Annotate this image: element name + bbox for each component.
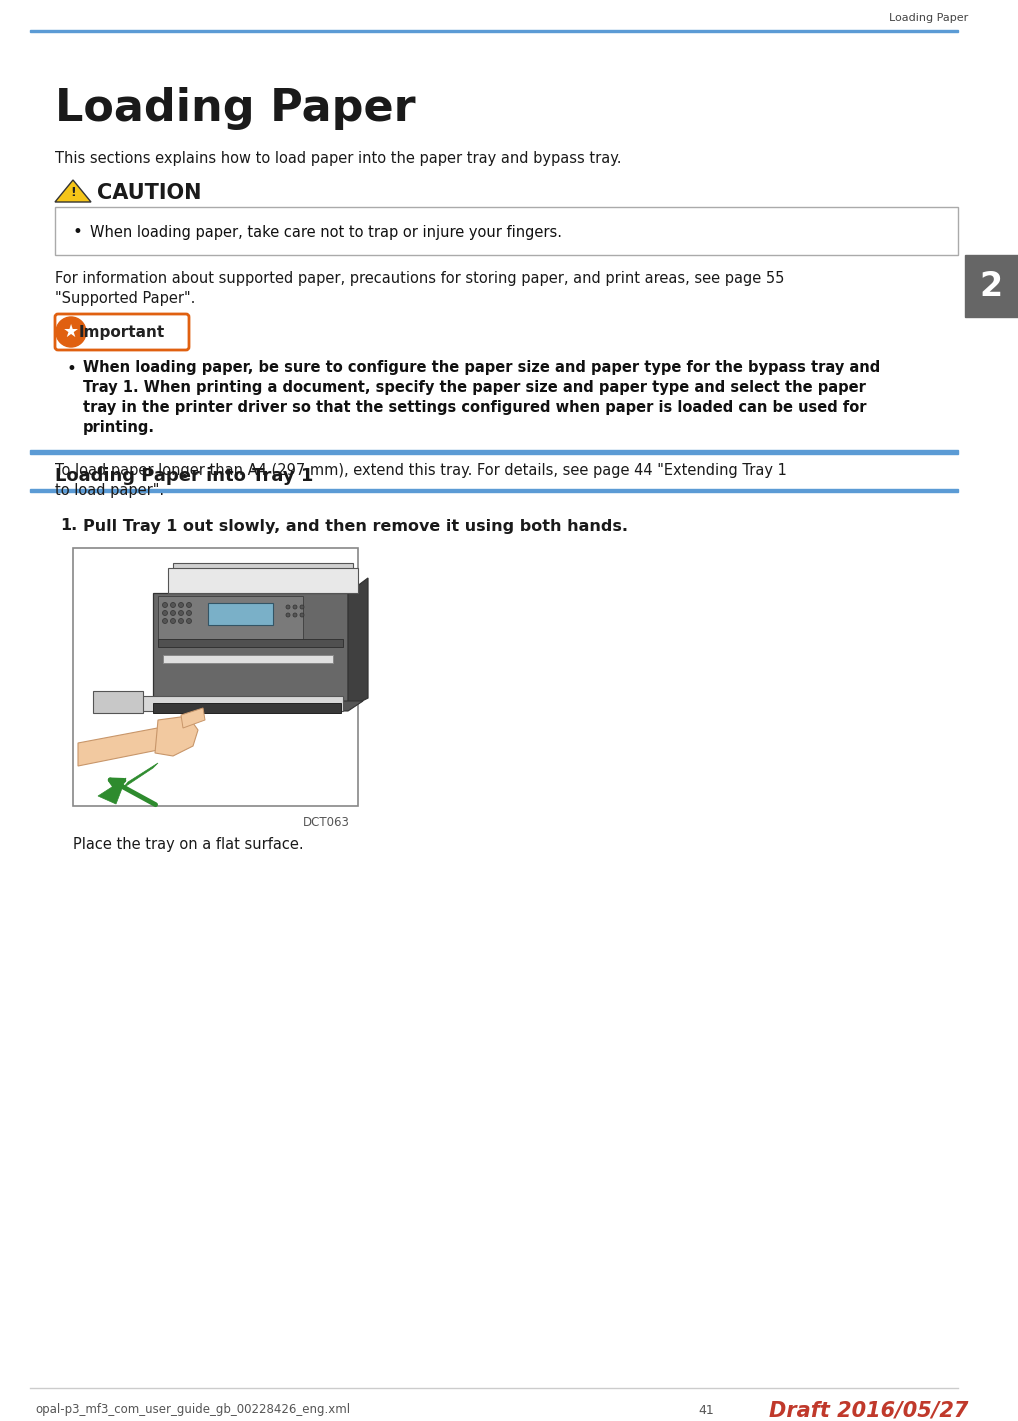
Polygon shape <box>163 655 333 664</box>
Bar <box>30 450 958 453</box>
Bar <box>158 639 343 647</box>
Circle shape <box>186 603 191 608</box>
Polygon shape <box>168 568 358 593</box>
Polygon shape <box>55 180 91 202</box>
Text: To load paper longer than A4 (297 mm), extend this tray. For details, see page 4: To load paper longer than A4 (297 mm), e… <box>55 462 787 477</box>
Circle shape <box>163 611 168 615</box>
Bar <box>73 549 358 806</box>
Text: ★: ★ <box>63 323 79 341</box>
Bar <box>30 30 958 33</box>
Text: tray in the printer driver so that the settings configured when paper is loaded : tray in the printer driver so that the s… <box>83 399 866 415</box>
Text: •: • <box>73 223 82 242</box>
Text: "Supported Paper".: "Supported Paper". <box>55 290 195 306</box>
Circle shape <box>163 618 168 624</box>
Text: Tray 1. When printing a document, specify the paper size and paper type and sele: Tray 1. When printing a document, specif… <box>83 379 866 395</box>
Polygon shape <box>348 578 367 708</box>
Circle shape <box>163 603 168 608</box>
Polygon shape <box>93 691 143 713</box>
Polygon shape <box>153 593 348 708</box>
Text: 2: 2 <box>979 270 1003 303</box>
Text: This sections explains how to load paper into the paper tray and bypass tray.: This sections explains how to load paper… <box>55 151 622 165</box>
Text: Pull Tray 1 out slowly, and then remove it using both hands.: Pull Tray 1 out slowly, and then remove … <box>83 519 628 533</box>
Polygon shape <box>155 716 197 756</box>
FancyBboxPatch shape <box>55 314 189 350</box>
Text: Loading Paper: Loading Paper <box>889 13 968 23</box>
Circle shape <box>170 611 175 615</box>
Text: Important: Important <box>78 324 165 340</box>
Text: Loading Paper: Loading Paper <box>55 87 415 129</box>
Text: 1.: 1. <box>60 519 77 533</box>
Polygon shape <box>173 563 353 598</box>
Text: opal-p3_mf3_com_user_guide_gb_00228426_eng.xml: opal-p3_mf3_com_user_guide_gb_00228426_e… <box>35 1404 350 1417</box>
Polygon shape <box>98 696 343 710</box>
Circle shape <box>293 605 297 610</box>
Text: For information about supported paper, precautions for storing paper, and print : For information about supported paper, p… <box>55 270 785 286</box>
Text: Loading Paper into Tray 1: Loading Paper into Tray 1 <box>55 468 314 485</box>
Polygon shape <box>158 595 303 642</box>
Text: When loading paper, take care not to trap or injure your fingers.: When loading paper, take care not to tra… <box>90 225 562 240</box>
Circle shape <box>178 611 183 615</box>
Circle shape <box>170 603 175 608</box>
Text: to load paper".: to load paper". <box>55 483 164 497</box>
Bar <box>208 603 273 625</box>
Bar <box>55 207 958 254</box>
Circle shape <box>286 605 290 610</box>
Polygon shape <box>181 708 205 728</box>
Polygon shape <box>123 763 158 789</box>
Bar <box>965 254 1018 317</box>
Polygon shape <box>148 701 363 710</box>
Circle shape <box>170 618 175 624</box>
Circle shape <box>186 611 191 615</box>
Text: •: • <box>67 360 77 378</box>
Circle shape <box>178 618 183 624</box>
Bar <box>153 703 341 713</box>
Polygon shape <box>78 726 168 766</box>
Circle shape <box>286 612 290 617</box>
Text: printing.: printing. <box>83 421 155 435</box>
Text: Draft 2016/05/27: Draft 2016/05/27 <box>769 1400 968 1420</box>
Text: !: ! <box>70 186 76 199</box>
Text: 41: 41 <box>698 1404 714 1417</box>
Circle shape <box>186 618 191 624</box>
Circle shape <box>293 612 297 617</box>
Text: CAUTION: CAUTION <box>97 183 202 203</box>
Bar <box>30 489 958 492</box>
Circle shape <box>178 603 183 608</box>
Circle shape <box>300 605 304 610</box>
Polygon shape <box>98 779 126 804</box>
Text: DCT063: DCT063 <box>303 816 350 828</box>
Circle shape <box>56 317 86 347</box>
Circle shape <box>300 612 304 617</box>
Text: Place the tray on a flat surface.: Place the tray on a flat surface. <box>73 837 303 851</box>
Text: When loading paper, be sure to configure the paper size and paper type for the b: When loading paper, be sure to configure… <box>83 360 881 375</box>
